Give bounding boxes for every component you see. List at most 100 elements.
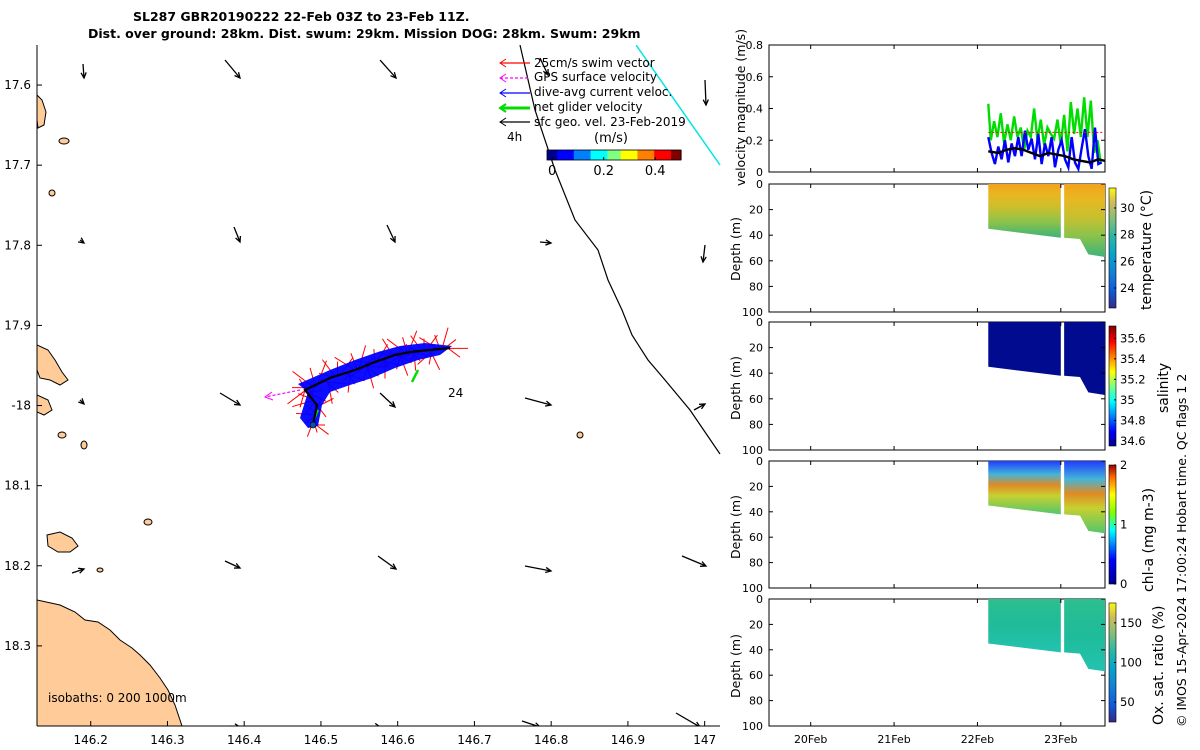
sfc-vel-arrowhead <box>80 72 87 80</box>
land-islet-4 <box>80 440 88 450</box>
time-tick-label: 20Feb <box>794 733 827 746</box>
colorbar-segment <box>597 150 602 160</box>
sfc-vel-arrowhead <box>702 99 709 107</box>
colorbar-segment <box>557 150 561 160</box>
heatmap-colorbar <box>1108 325 1117 447</box>
depth-ytick-label: 20 <box>749 342 763 355</box>
land-islet-7 <box>96 567 104 573</box>
sfc-vel-arrow <box>71 568 85 574</box>
sfc-vel-arrow <box>377 555 397 570</box>
depth-ytick-label: 60 <box>749 393 763 406</box>
colorbar-segment <box>573 150 578 160</box>
sfc-vel-arrowhead <box>77 237 86 244</box>
depth-ytick-label: 0 <box>756 593 763 606</box>
colorbar-segment <box>610 150 615 160</box>
colorbar-segment <box>657 150 662 160</box>
map-ytick-label: -18 <box>11 399 31 413</box>
colorbar-segment <box>587 150 592 160</box>
sfc-vel-arrowhead <box>389 401 397 409</box>
depth-ytick-label: 80 <box>749 695 763 708</box>
land-islet-5 <box>57 431 67 439</box>
map-ytick-label: 17.8 <box>4 238 31 252</box>
gps-velocity-arrowhead <box>263 391 274 401</box>
legend-gps-arrowhead <box>499 73 507 83</box>
sfc-vel-arrowhead <box>700 256 707 264</box>
colorbar-tick-label: 35.4 <box>1120 352 1146 366</box>
colorbar-segment <box>660 150 665 160</box>
land-island-c <box>37 94 47 129</box>
colorbar-segment <box>620 150 625 160</box>
sfc-vel-arrow <box>224 560 241 569</box>
sfc-vel-arrowhead <box>234 72 241 80</box>
velocity-ytick-label: 0.8 <box>746 39 764 52</box>
sfc-vel-arrowhead <box>698 403 707 410</box>
ox-cbar-label: Ox. sat. ratio (%) <box>1151 605 1167 725</box>
colorbar-segment <box>583 150 588 160</box>
depth-ytick-label: 40 <box>749 229 763 242</box>
colorbar-segment <box>644 150 649 160</box>
depth-ytick-label: 40 <box>749 506 763 519</box>
heatmap-data-block <box>988 322 1061 376</box>
colorbar-segment <box>570 150 575 160</box>
sfc-vel-arrowhead <box>694 721 701 726</box>
map-xtick-label: 146.8 <box>534 733 568 747</box>
swim-vector <box>447 347 461 358</box>
colorbar-segment <box>577 150 582 160</box>
colorbar-segment <box>650 150 655 160</box>
heatmap-data-block <box>1064 322 1105 395</box>
legend-sfc-arrowhead <box>499 117 507 127</box>
depth-ytick-label: 20 <box>749 480 763 493</box>
velocity-ytick-label: 0.6 <box>746 71 764 84</box>
sfc-vel-arrow <box>704 79 707 106</box>
colorbar-segment <box>603 150 608 160</box>
colorbar-segment <box>593 150 598 160</box>
sfc-vel-arrowhead <box>233 399 242 406</box>
isobaths-label: isobaths: 0 200 1000m <box>48 691 187 705</box>
colorbar-tick-label: 0 <box>548 164 556 179</box>
surface-velocity-vectors <box>71 57 709 726</box>
sfc-vel-arrowhead <box>699 561 708 567</box>
colorbar-tick-label: 30 <box>1120 201 1135 215</box>
chl-ylabel: Depth (m) <box>728 495 743 559</box>
time-label: 4h <box>507 130 522 144</box>
colorbar-title: (m/s) <box>594 131 628 146</box>
sfc-vel-arrow <box>233 226 241 243</box>
sfc-vel-arrowhead <box>545 566 553 574</box>
imos-credit: © IMOS 15-Apr-2024 17:00:24 Hobart time.… <box>1174 373 1189 727</box>
sfc-vel-arrow <box>82 63 85 79</box>
colorbar-segment <box>567 150 572 160</box>
legend-net-arrowhead <box>498 103 507 113</box>
depth-ytick-label: 0 <box>756 455 763 468</box>
colorbar-segment <box>607 150 612 160</box>
legend-gps-label: GPS surface velocity <box>534 70 657 84</box>
land-island-d <box>46 531 79 553</box>
heatmap-data-block <box>1064 599 1105 672</box>
legend-dive-avg-label: dive-avg current veloc. <box>534 85 672 99</box>
legend-swim-label: 25cm/s swim vector <box>534 56 655 70</box>
velocity-ylabel: velocity magnitude (m/s) <box>733 28 748 186</box>
depth-ytick-label: 60 <box>749 531 763 544</box>
sfc-vel-arrow <box>379 392 396 408</box>
chart-title-line1: SL287 GBR20190222 22-Feb 03Z to 23-Feb 1… <box>133 9 470 24</box>
sfc-vel-arrow <box>693 403 706 411</box>
glider-path <box>303 346 451 426</box>
map-ytick-label: 17.7 <box>4 158 31 172</box>
sfc-vel-arrowhead <box>542 68 549 77</box>
colorbar-tick-label: 34.6 <box>1120 434 1146 448</box>
colorbar-tick-label: 34.8 <box>1120 413 1146 427</box>
colorbar-segment <box>634 150 639 160</box>
depth-ytick-label: 20 <box>749 618 763 631</box>
sfc-vel-arrowhead <box>374 722 380 726</box>
sfc-vel-arrowhead <box>77 567 86 574</box>
colorbar-segment <box>637 150 642 160</box>
colorbar-frame <box>546 149 682 161</box>
colorbar-tick-label: 28 <box>1120 228 1135 242</box>
sfc-vel-arrowhead <box>544 400 553 407</box>
depth-ytick-label: 60 <box>749 255 763 268</box>
sfc-vel-arrow <box>386 224 396 243</box>
colorbar-segment <box>647 150 652 160</box>
map-ytick-label: 17.9 <box>4 318 31 332</box>
sfc-vel-arrowhead <box>390 72 397 80</box>
sfc-vel-arrowhead <box>389 235 396 244</box>
colorbar-tick-label: 50 <box>1120 695 1135 709</box>
